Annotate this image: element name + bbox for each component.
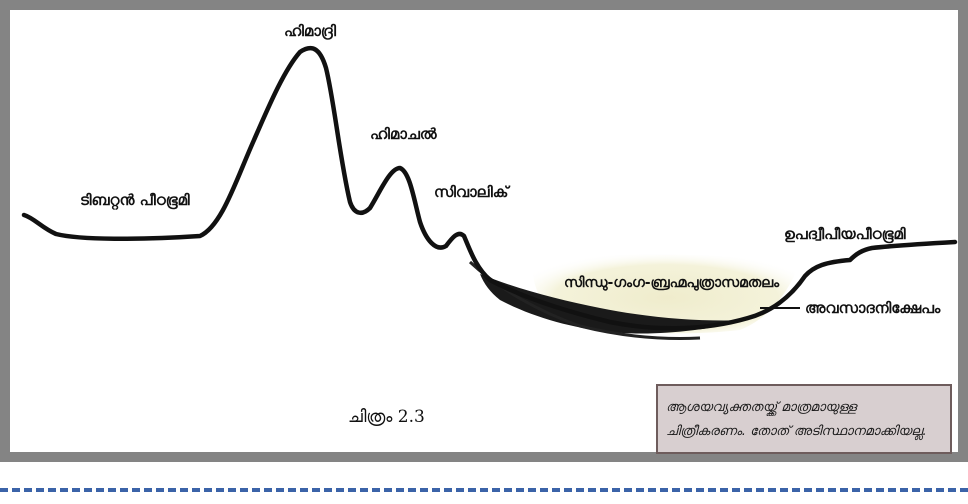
sediment-wedge xyxy=(480,274,748,334)
label-sediment-deposit: അവസാദനിക്ഷേപം xyxy=(805,299,941,317)
dashed-separator xyxy=(0,488,968,492)
label-shivalik: സിവാലിക് xyxy=(434,183,509,201)
disclaimer-line-1: ആശയവ്യക്തതയ്ക്ക് മാത്രമായുള്ള xyxy=(666,400,857,415)
disclaimer-note-box: ആശയവ്യക്തതയ്ക്ക് മാത്രമായുള്ള ചിത്രീകരണം… xyxy=(656,384,952,454)
label-himachal: ഹിമാചൽ xyxy=(370,125,437,143)
label-peninsular-plateau: ഉപദ്വീപീയപീഠഭൂമി xyxy=(784,225,906,243)
terrain-profile-line xyxy=(21,46,958,331)
frame-right-border xyxy=(958,0,968,462)
figure-caption: ചിത്രം 2.3 xyxy=(348,407,425,427)
label-tibetan-plateau: ടിബറ്റൻ പീഠഭൂമി xyxy=(80,191,190,209)
label-indo-gangetic-plain: സിന്ധു-ഗംഗ-ബ്രഹ്മപുത്രാസമതലം xyxy=(564,275,780,291)
frame-left-border xyxy=(0,0,10,462)
frame-top-border xyxy=(0,0,968,10)
label-himadri: ഹിമാദ്രി xyxy=(284,22,336,40)
frame-bottom-border xyxy=(0,452,968,462)
disclaimer-line-2: ചിത്രീകരണം. തോത് അടിസ്ഥാനമാക്കിയല്ല. xyxy=(666,424,927,439)
